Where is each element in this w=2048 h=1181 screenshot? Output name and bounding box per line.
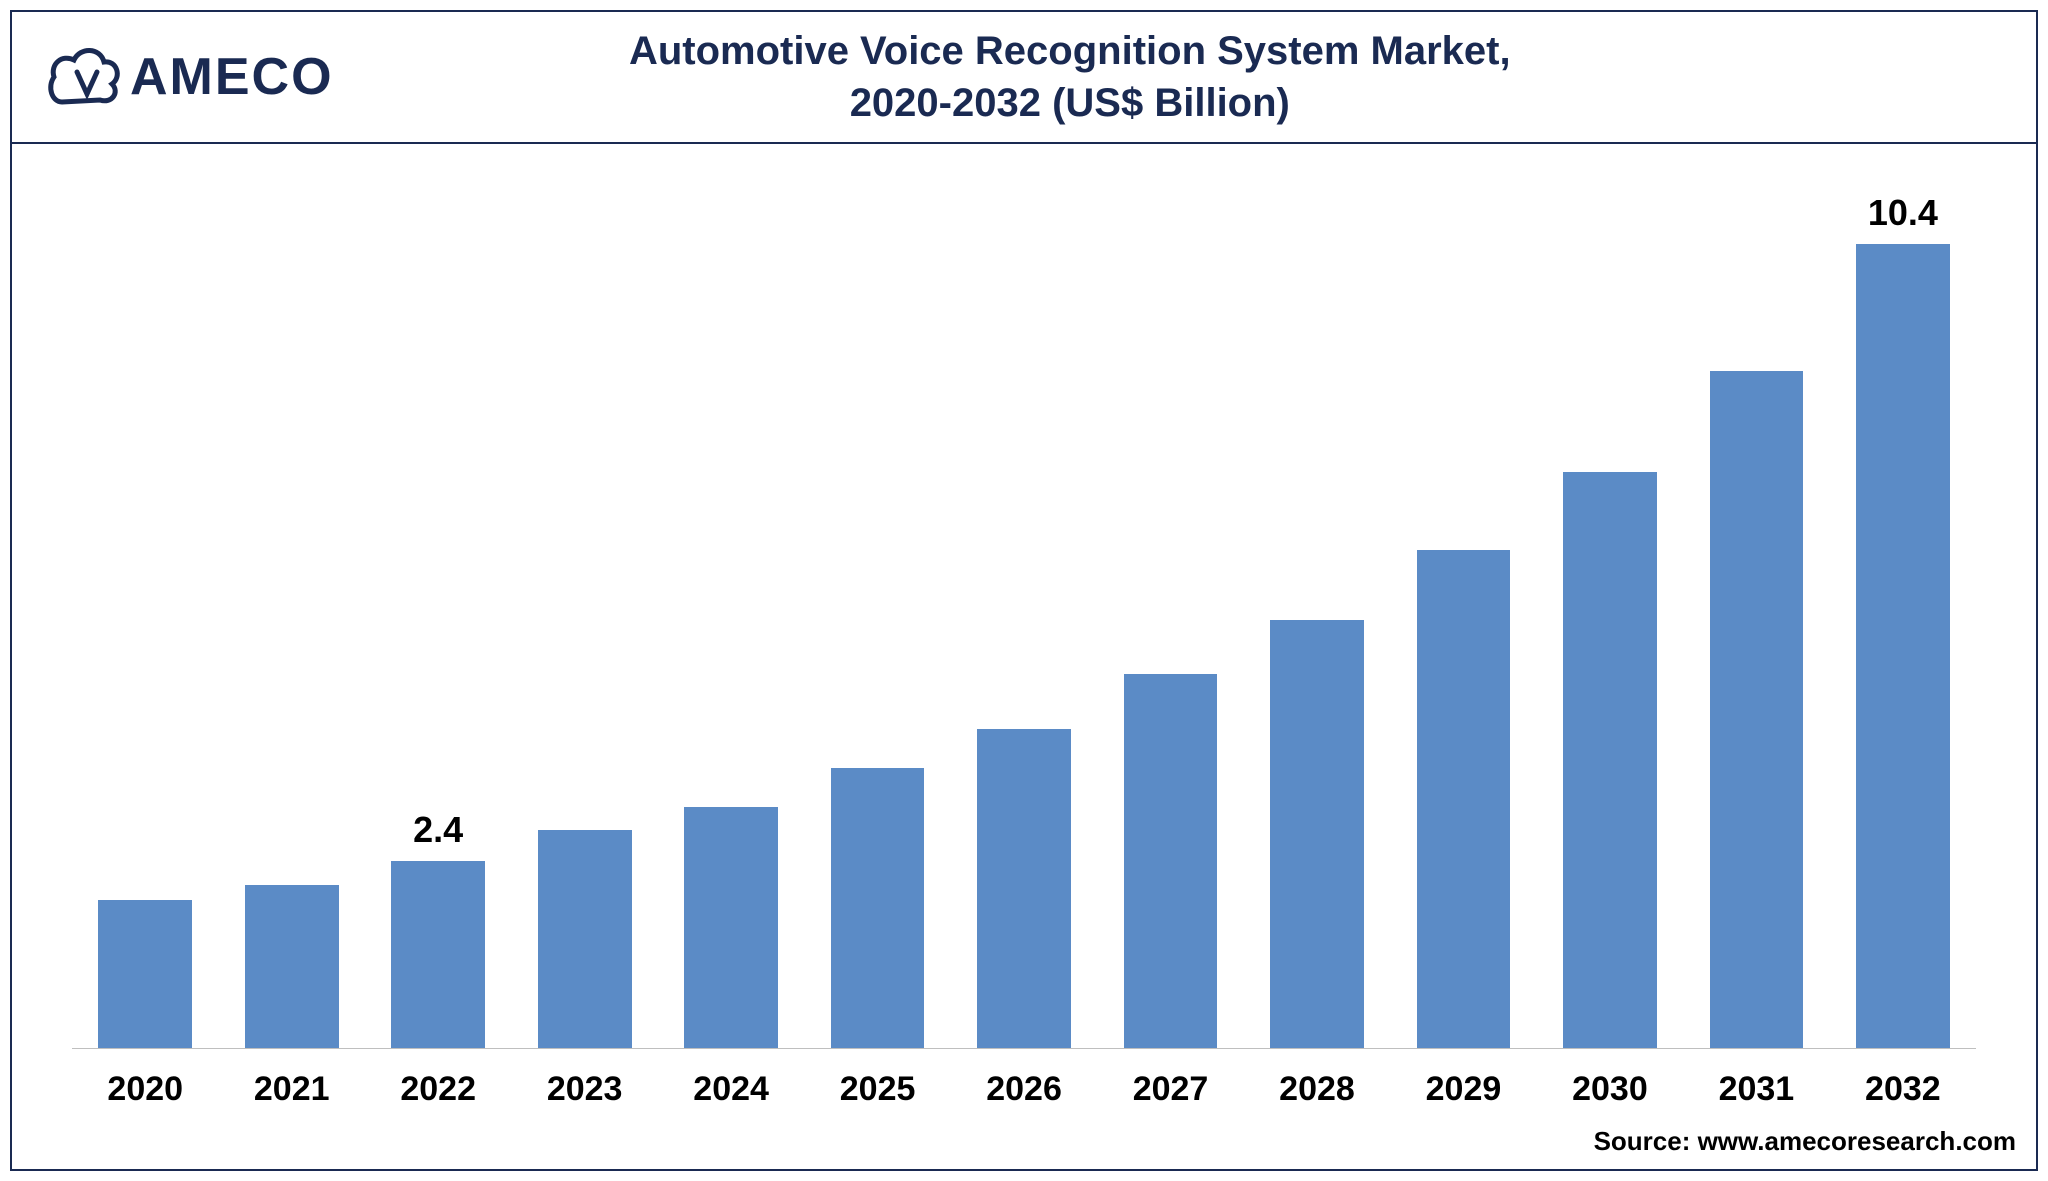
bar-slot: 2.4 (365, 192, 511, 1048)
x-axis-label: 2027 (1097, 1070, 1243, 1109)
x-axis-label: 2028 (1244, 1070, 1390, 1109)
bar-slot (804, 192, 950, 1048)
bar-slot (658, 192, 804, 1048)
bar-value-label: 10.4 (1868, 192, 1938, 234)
x-axis-label: 2023 (511, 1070, 657, 1109)
bar (1270, 620, 1364, 1048)
x-axis-label: 2032 (1830, 1070, 1976, 1109)
chart-title: Automotive Voice Recognition System Mark… (334, 25, 2006, 129)
x-axis-label: 2025 (804, 1070, 950, 1109)
bar (391, 861, 485, 1048)
bar (1417, 550, 1511, 1048)
logo-icon (42, 42, 122, 112)
chart-container: AMECO Automotive Voice Recognition Syste… (10, 10, 2038, 1171)
title-line-1: Automotive Voice Recognition System Mark… (334, 25, 1806, 77)
bar (245, 885, 339, 1048)
bars-row: 2.4 10.4 (72, 192, 1976, 1049)
bar-slot (1537, 192, 1683, 1048)
bar (1124, 674, 1218, 1048)
source-text: Source: www.amecoresearch.com (1594, 1126, 2016, 1157)
bar (1856, 244, 1950, 1048)
logo-text: AMECO (130, 47, 334, 107)
bar-slot (1244, 192, 1390, 1048)
bar-slot (511, 192, 657, 1048)
bar (684, 807, 778, 1048)
bar-slot (218, 192, 364, 1048)
x-axis-label: 2022 (365, 1070, 511, 1109)
bar-slot (1683, 192, 1829, 1048)
bar-slot (1390, 192, 1536, 1048)
logo: AMECO (42, 42, 334, 112)
bar (977, 729, 1071, 1048)
x-axis-label: 2024 (658, 1070, 804, 1109)
bar-slot (1097, 192, 1243, 1048)
chart-header: AMECO Automotive Voice Recognition Syste… (12, 12, 2036, 144)
bar-slot: 10.4 (1830, 192, 1976, 1048)
bar-slot (951, 192, 1097, 1048)
bar (538, 830, 632, 1048)
plot-area: 2.4 10.4 (72, 192, 1976, 1049)
bar (831, 768, 925, 1048)
title-line-2: 2020-2032 (US$ Billion) (334, 77, 1806, 129)
x-axis-label: 2030 (1537, 1070, 1683, 1109)
bar (1710, 371, 1804, 1048)
x-axis-label: 2031 (1683, 1070, 1829, 1109)
x-axis-label: 2020 (72, 1070, 218, 1109)
bar-slot (72, 192, 218, 1048)
bar (1563, 472, 1657, 1048)
x-axis-label: 2021 (218, 1070, 364, 1109)
bar-value-label: 2.4 (413, 809, 463, 851)
bar (98, 900, 192, 1048)
x-axis-labels: 2020202120222023202420252026202720282029… (72, 1070, 1976, 1109)
x-axis-label: 2026 (951, 1070, 1097, 1109)
x-axis-label: 2029 (1390, 1070, 1536, 1109)
